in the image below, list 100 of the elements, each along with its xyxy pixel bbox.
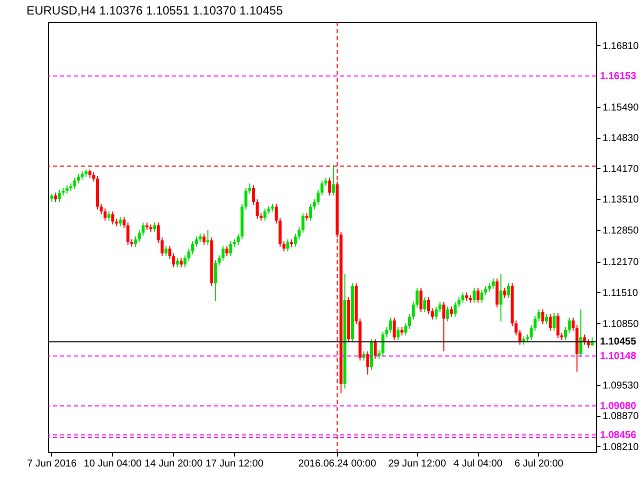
candlestick xyxy=(446,306,450,322)
candlestick xyxy=(480,289,484,304)
candlestick xyxy=(374,338,377,360)
candlestick xyxy=(476,287,480,304)
candlestick xyxy=(366,350,370,376)
candlestick xyxy=(541,308,544,325)
ref-line-label: 1.10455 xyxy=(600,336,637,348)
candlestick xyxy=(579,308,582,358)
y-tick-label: 1.14170 xyxy=(602,164,640,175)
candlestick xyxy=(472,287,476,304)
candlestick xyxy=(263,208,266,222)
candlestick xyxy=(309,203,312,222)
ref-line-label: 1.16153 xyxy=(600,70,637,82)
candlestick xyxy=(222,245,225,262)
x-tick-label: 14 Jun 20:00 xyxy=(144,458,203,470)
candlestick xyxy=(164,245,168,257)
candlestick xyxy=(229,240,232,257)
chart-title: EURUSD,H4 1.10376 1.10551 1.10370 1.10455 xyxy=(26,4,284,18)
candlestick xyxy=(454,301,457,318)
candlestick xyxy=(153,222,156,232)
candlestick xyxy=(92,172,96,182)
y-tick-label: 1.12850 xyxy=(602,226,640,237)
y-tick-label: 1.14830 xyxy=(602,133,640,144)
candlestick xyxy=(396,326,400,341)
candlestick xyxy=(496,278,499,308)
candlestick xyxy=(76,174,80,184)
candlestick xyxy=(545,313,548,325)
candlestick xyxy=(58,189,61,203)
candlestick xyxy=(434,306,438,320)
candlestick xyxy=(104,208,107,222)
candlestick xyxy=(176,257,179,268)
y-tick-label: 1.12170 xyxy=(602,257,640,268)
ref-line-label: 1.10148 xyxy=(600,351,637,362)
y-tick-label: 1.10850 xyxy=(602,318,640,330)
candlestick xyxy=(552,312,556,332)
x-tick-label: 6 Jul 20:00 xyxy=(514,458,564,470)
candlestick xyxy=(423,296,426,313)
candlestick xyxy=(450,306,453,318)
candlestick xyxy=(54,192,58,203)
x-tick-label: 17 Jun 12:00 xyxy=(206,458,264,470)
candlestick xyxy=(492,278,495,290)
x-tick-label: 4 Jul 04:00 xyxy=(454,458,503,470)
candlestick xyxy=(556,312,560,339)
candlestick xyxy=(301,212,304,234)
candlestick xyxy=(194,236,198,248)
candlestick xyxy=(282,240,286,252)
candlestick xyxy=(438,301,442,313)
candlestick xyxy=(118,216,122,227)
y-tick-label: 1.15490 xyxy=(602,102,640,114)
candlestick xyxy=(286,238,290,252)
candlestick xyxy=(111,210,114,225)
candlestick xyxy=(126,222,130,246)
x-tick-label: 10 Jun 04:00 xyxy=(84,458,142,470)
candlestick xyxy=(73,177,76,190)
candlestick xyxy=(458,296,460,308)
candlestick xyxy=(442,301,446,352)
y-tick-label: 1.16810 xyxy=(602,40,640,52)
candlestick xyxy=(506,282,510,299)
candlestick xyxy=(256,198,259,220)
x-tick-label: 7 Jun 2016 xyxy=(27,458,77,470)
candlestick xyxy=(408,313,412,330)
candlestick xyxy=(244,188,248,210)
candlestick xyxy=(316,189,320,206)
candlestick xyxy=(202,233,206,246)
y-tick-label: 1.08870 xyxy=(602,411,640,422)
candlestick xyxy=(122,216,126,229)
y-tick-label: 1.11510 xyxy=(602,288,638,299)
candlestick xyxy=(134,236,138,248)
candlestick xyxy=(320,180,324,196)
candlestick xyxy=(404,322,408,336)
candlestick xyxy=(184,254,186,268)
candlestick xyxy=(572,317,575,332)
candlestick xyxy=(430,308,434,320)
candlestick xyxy=(427,296,430,314)
x-tick-label: 29 Jun 12:00 xyxy=(388,458,446,470)
candlestick xyxy=(381,331,384,356)
candlestick xyxy=(392,317,396,341)
candlestick xyxy=(503,287,506,299)
candlestick xyxy=(252,184,255,206)
candlestick xyxy=(107,210,110,222)
ref-line-label: 1.09080 xyxy=(600,400,637,412)
candlestick xyxy=(518,329,522,346)
candlestick xyxy=(328,177,332,196)
y-tick-label: 1.13510 xyxy=(602,194,640,206)
candlestick xyxy=(214,259,217,302)
y-tick-label: 1.08210 xyxy=(602,442,640,453)
candlestick xyxy=(180,257,183,268)
candlestick xyxy=(499,273,502,322)
ref-line-label: 1.08456 xyxy=(600,430,637,441)
candlestick xyxy=(564,326,568,341)
candlestick xyxy=(419,287,422,313)
candlestick xyxy=(389,317,392,334)
x-tick-label: 2016.06.24 00:00 xyxy=(298,458,377,470)
candlestick xyxy=(225,245,228,257)
candlestick xyxy=(537,308,540,322)
candlestick xyxy=(568,317,571,334)
y-tick-label: 1.09530 xyxy=(602,380,640,392)
candlestick xyxy=(332,164,335,196)
candlestick xyxy=(461,292,464,304)
candlestick xyxy=(548,313,552,332)
